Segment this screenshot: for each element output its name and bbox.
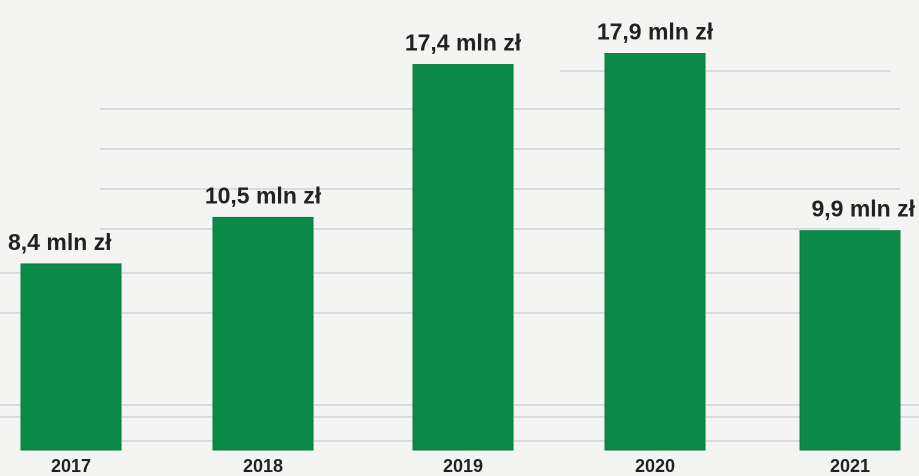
x-tick-label-2019: 2019 bbox=[443, 456, 483, 476]
data-label-2020: 17,9 mln zł bbox=[597, 19, 714, 45]
x-tick-label-2021: 2021 bbox=[830, 456, 870, 476]
background-text-line bbox=[560, 70, 890, 72]
x-tick-label-2018: 2018 bbox=[243, 456, 283, 476]
bar-2021 bbox=[799, 230, 901, 451]
bar-2018 bbox=[212, 216, 314, 451]
x-tick-label-2020: 2020 bbox=[635, 456, 675, 476]
data-label-2019: 17,4 mln zł bbox=[405, 30, 522, 56]
bar-2020 bbox=[604, 53, 706, 451]
x-tick-labels-group: 2017 2018 2019 2020 2021 bbox=[51, 456, 870, 476]
bar-2019 bbox=[412, 64, 514, 451]
data-label-2021: 9,9 mln zł bbox=[811, 196, 915, 222]
bars-group bbox=[20, 53, 901, 451]
bar-2017 bbox=[20, 263, 122, 451]
data-labels-group: 8,4 mln zł 10,5 mln zł 17,4 mln zł 17,9 mln… bbox=[8, 19, 916, 255]
data-label-2018: 10,5 mln zł bbox=[205, 182, 322, 208]
data-label-2017: 8,4 mln zł bbox=[8, 229, 112, 255]
x-tick-label-2017: 2017 bbox=[51, 456, 91, 476]
